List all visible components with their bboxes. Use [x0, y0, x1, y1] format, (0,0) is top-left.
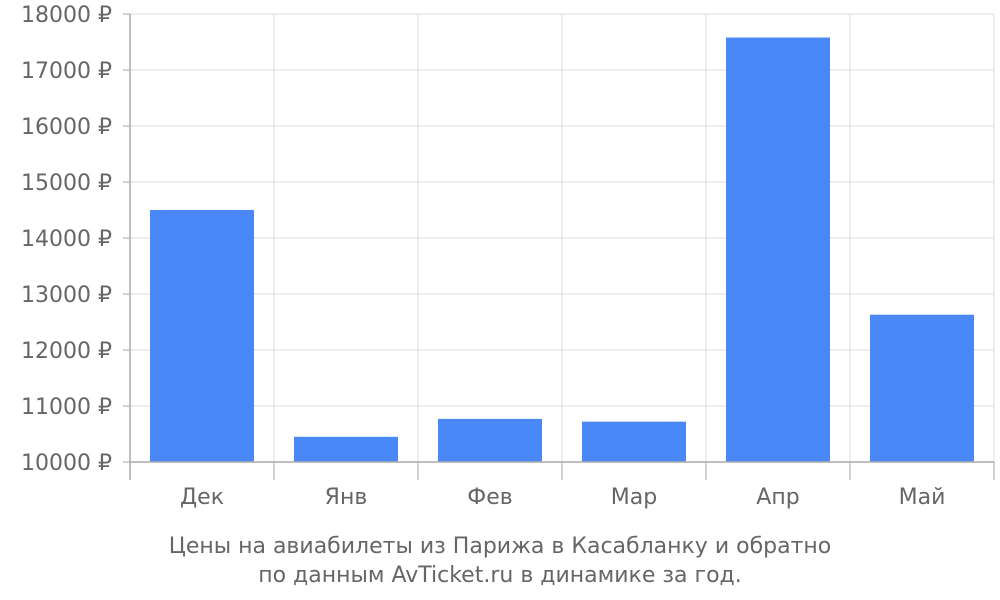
- x-tick-label: Мар: [611, 485, 657, 510]
- bars: [150, 37, 974, 463]
- bar-1: [150, 210, 254, 462]
- chart-caption-line-2: по данным AvTicket.ru в динамике за год.: [258, 563, 742, 588]
- y-tick-label: 11000 ₽: [21, 395, 112, 420]
- bar-3: [438, 418, 542, 462]
- x-tick-label: Дек: [180, 485, 224, 510]
- x-tick-label: Апр: [756, 485, 799, 510]
- y-tick-label: 12000 ₽: [21, 339, 112, 364]
- y-tick-label: 16000 ₽: [21, 115, 112, 140]
- y-tick-label: 13000 ₽: [21, 283, 112, 308]
- y-tick-label: 15000 ₽: [21, 171, 112, 196]
- y-tick-label: 10000 ₽: [21, 451, 112, 476]
- x-axis-ticks: Дек Янв Фев Мар Апр Май: [180, 485, 945, 510]
- grid-lines: [129, 13, 995, 463]
- bar-4: [582, 421, 686, 462]
- x-tick-label: Янв: [325, 485, 368, 510]
- bar-6: [870, 314, 974, 462]
- y-tick-label: 14000 ₽: [21, 227, 112, 252]
- bar-2: [294, 436, 398, 462]
- x-tick-label: Фев: [467, 485, 512, 510]
- chart-caption-line-1: Цены на авиабилеты из Парижа в Касабланк…: [168, 534, 832, 559]
- bar-chart: 10000 ₽ 11000 ₽ 12000 ₽ 13000 ₽ 14000 ₽ 15000…: [21, 3, 995, 510]
- bar-5: [726, 37, 830, 463]
- y-axis-ticks: 10000 ₽ 11000 ₽ 12000 ₽ 13000 ₽ 14000 ₽ 15000…: [21, 3, 112, 476]
- y-tick-label: 18000 ₽: [21, 3, 112, 28]
- y-tick-label: 17000 ₽: [21, 59, 112, 84]
- x-tick-label: Май: [899, 485, 946, 510]
- axes: [123, 13, 995, 480]
